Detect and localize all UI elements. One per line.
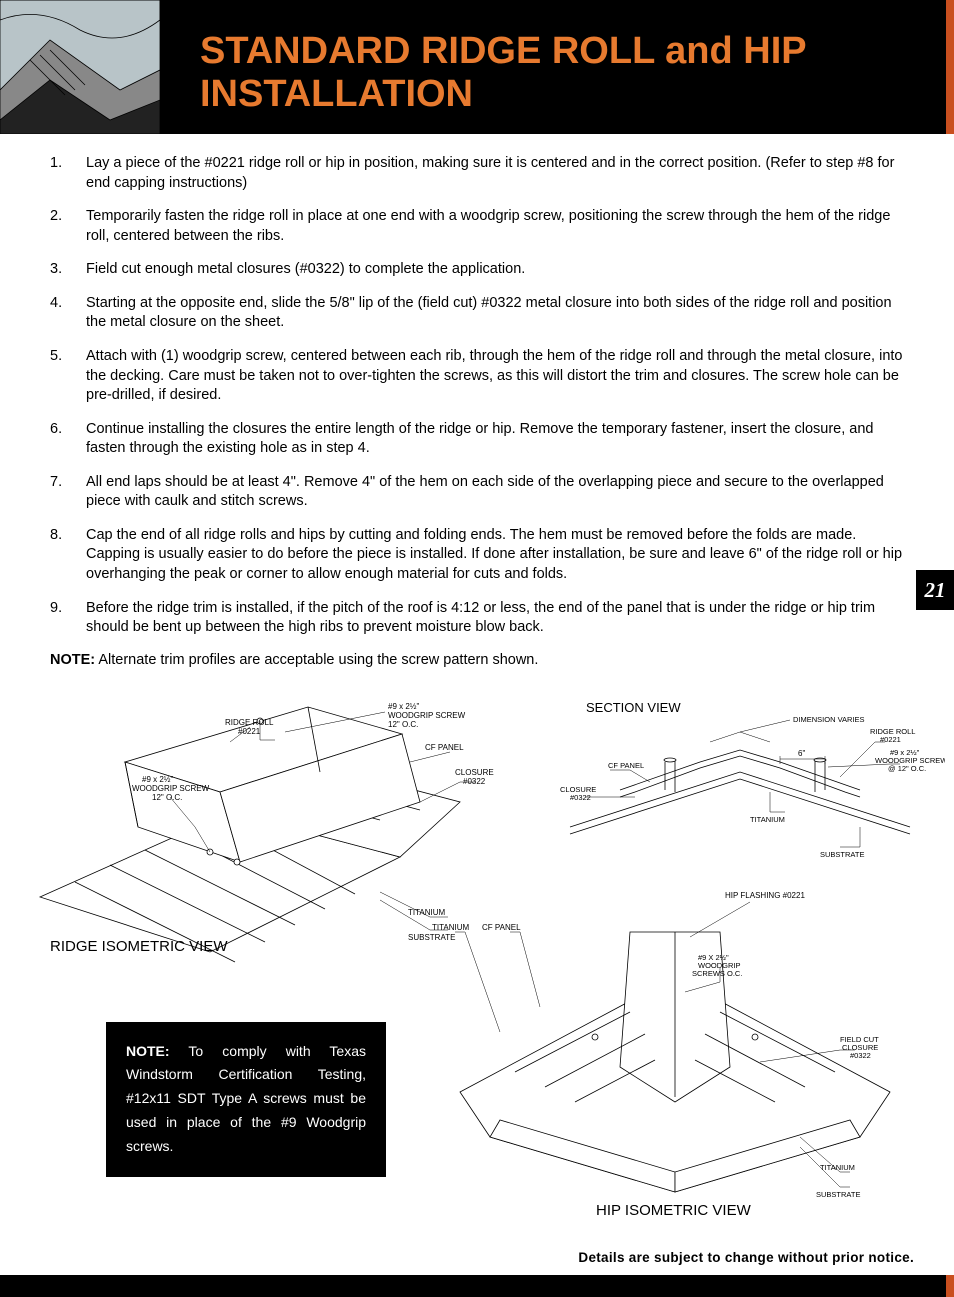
step: Before the ridge trim is installed, if t… (50, 599, 914, 638)
section-view-diagram: DIMENSION VARIES 6" RIDGE ROLL #0221 #9 … (540, 692, 945, 862)
step: Attach with (1) woodgrip screw, centered… (50, 347, 914, 406)
svg-text:12" O.C.: 12" O.C. (152, 793, 182, 802)
svg-text:#9 x 2½": #9 x 2½" (142, 775, 173, 784)
content: Lay a piece of the #0221 ridge roll or h… (0, 134, 954, 1242)
svg-text:TITANIUM: TITANIUM (432, 923, 470, 932)
svg-text:CF PANEL: CF PANEL (608, 761, 644, 770)
svg-text:HIP FLASHING #0221: HIP FLASHING #0221 (725, 891, 805, 900)
svg-text:12" O.C.: 12" O.C. (388, 720, 418, 729)
note-box-label: NOTE: (126, 1043, 170, 1059)
hip-isometric-diagram: HIP FLASHING #0221 CF PANEL TITANIUM #9 … (420, 872, 930, 1212)
svg-text:WOODGRIP SCREW: WOODGRIP SCREW (388, 711, 466, 720)
hip-iso-title: HIP ISOMETRIC VIEW (596, 1202, 751, 1219)
note-label: NOTE: (50, 652, 95, 668)
svg-text:CLOSURE: CLOSURE (455, 768, 494, 777)
step: Temporarily fasten the ridge roll in pla… (50, 207, 914, 246)
svg-text:TITANIUM: TITANIUM (750, 815, 785, 824)
svg-text:@ 12" O.C.: @ 12" O.C. (888, 764, 926, 773)
diagrams: #9 x 2½" WOODGRIP SCREW 12" O.C. RIDGE R… (50, 682, 914, 1222)
step: All end laps should be at least 4". Remo… (50, 473, 914, 512)
note-box-text: To comply with Texas Windstorm Certifica… (126, 1043, 366, 1154)
svg-text:CF PANEL: CF PANEL (425, 743, 464, 752)
section-view-title: SECTION VIEW (586, 700, 681, 715)
page-number-tab: 21 (916, 570, 954, 610)
svg-text:TITANIUM: TITANIUM (820, 1163, 855, 1172)
header-photo (0, 0, 160, 134)
page: STANDARD RIDGE ROLL and HIP INSTALLATION… (0, 0, 954, 1297)
step: Lay a piece of the #0221 ridge roll or h… (50, 154, 914, 193)
step: Starting at the opposite end, slide the … (50, 294, 914, 333)
svg-text:#0322: #0322 (570, 793, 591, 802)
instruction-list: Lay a piece of the #0221 ridge roll or h… (50, 154, 914, 638)
title-and: and (665, 30, 733, 72)
svg-text:WOODGRIP SCREW: WOODGRIP SCREW (132, 784, 210, 793)
svg-text:#0221: #0221 (880, 735, 901, 744)
note-text: Alternate trim profiles are acceptable u… (98, 652, 538, 668)
svg-text:#0221: #0221 (238, 727, 261, 736)
step: Cap the end of all ridge rolls and hips … (50, 526, 914, 585)
svg-text:6": 6" (798, 749, 805, 758)
svg-text:SCREWS O.C.: SCREWS O.C. (692, 969, 742, 978)
note-line: NOTE: Alternate trim profiles are accept… (50, 652, 914, 668)
step: Continue installing the closures the ent… (50, 420, 914, 459)
svg-text:CF PANEL: CF PANEL (482, 923, 521, 932)
footer-note: Details are subject to change without pr… (0, 1242, 954, 1275)
svg-text:SUBSTRATE: SUBSTRATE (820, 850, 864, 859)
svg-text:#0322: #0322 (463, 777, 486, 786)
page-title: STANDARD RIDGE ROLL and HIP INSTALLATION (200, 30, 946, 116)
note-box: NOTE: To comply with Texas Windstorm Cer… (106, 1022, 386, 1177)
svg-text:#0322: #0322 (850, 1051, 871, 1060)
header-band: STANDARD RIDGE ROLL and HIP INSTALLATION (0, 0, 954, 134)
svg-text:RIDGE ROLL: RIDGE ROLL (225, 718, 274, 727)
svg-text:DIMENSION VARIES: DIMENSION VARIES (793, 715, 865, 724)
ridge-iso-title: RIDGE ISOMETRIC VIEW (50, 938, 228, 955)
footer-band (0, 1275, 954, 1297)
svg-text:SUBSTRATE: SUBSTRATE (816, 1190, 860, 1199)
title-part-1: STANDARD RIDGE ROLL (200, 30, 655, 72)
step: Field cut enough metal closures (#0322) … (50, 260, 914, 280)
svg-text:#9 x 2½": #9 x 2½" (388, 702, 419, 711)
